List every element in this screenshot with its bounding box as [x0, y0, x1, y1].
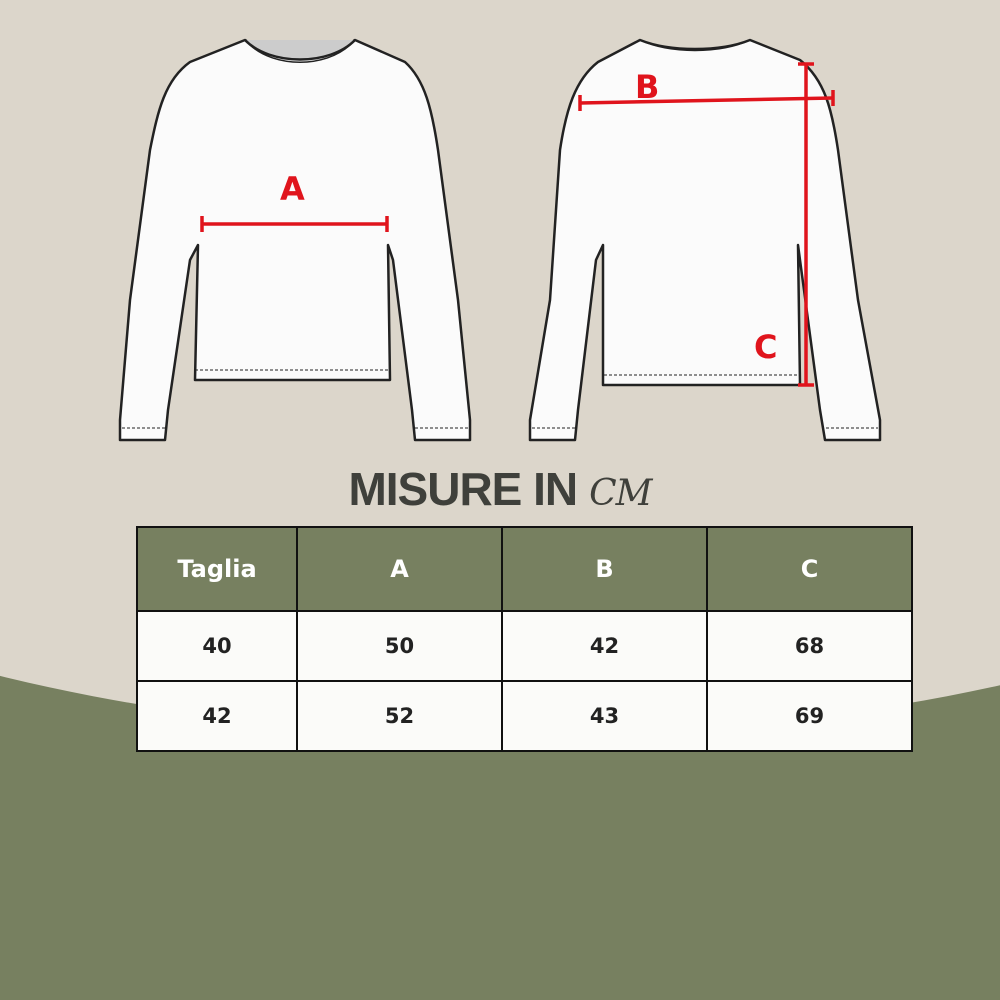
cell-b: 43 — [501, 680, 708, 752]
cell-b: 42 — [501, 610, 708, 682]
size-table: Taglia A B C 40 50 42 68 42 52 43 69 — [136, 526, 913, 752]
table-header-row: Taglia A B C — [136, 526, 913, 612]
back-shirt — [528, 38, 882, 442]
page-title: MISURE IN CM — [0, 462, 1000, 516]
header-c: C — [706, 526, 913, 612]
cell-a: 52 — [296, 680, 503, 752]
title-text: MISURE IN — [348, 463, 578, 515]
table-row: 40 50 42 68 — [136, 610, 913, 682]
cell-c: 69 — [706, 680, 913, 752]
label-c: C — [754, 328, 777, 366]
cell-a: 50 — [296, 610, 503, 682]
label-a: A — [280, 170, 305, 208]
front-shirt — [118, 38, 472, 442]
cell-size: 40 — [136, 610, 298, 682]
measure-a — [200, 216, 389, 232]
header-taglia: Taglia — [136, 526, 298, 612]
header-b: B — [501, 526, 708, 612]
table-row: 42 52 43 69 — [136, 680, 913, 752]
cell-c: 68 — [706, 610, 913, 682]
header-a: A — [296, 526, 503, 612]
measure-b — [578, 90, 835, 111]
title-unit: CM — [589, 473, 652, 514]
measure-c — [798, 62, 814, 387]
label-b: B — [635, 68, 659, 106]
cell-size: 42 — [136, 680, 298, 752]
garment-diagram: A B C — [118, 38, 882, 442]
